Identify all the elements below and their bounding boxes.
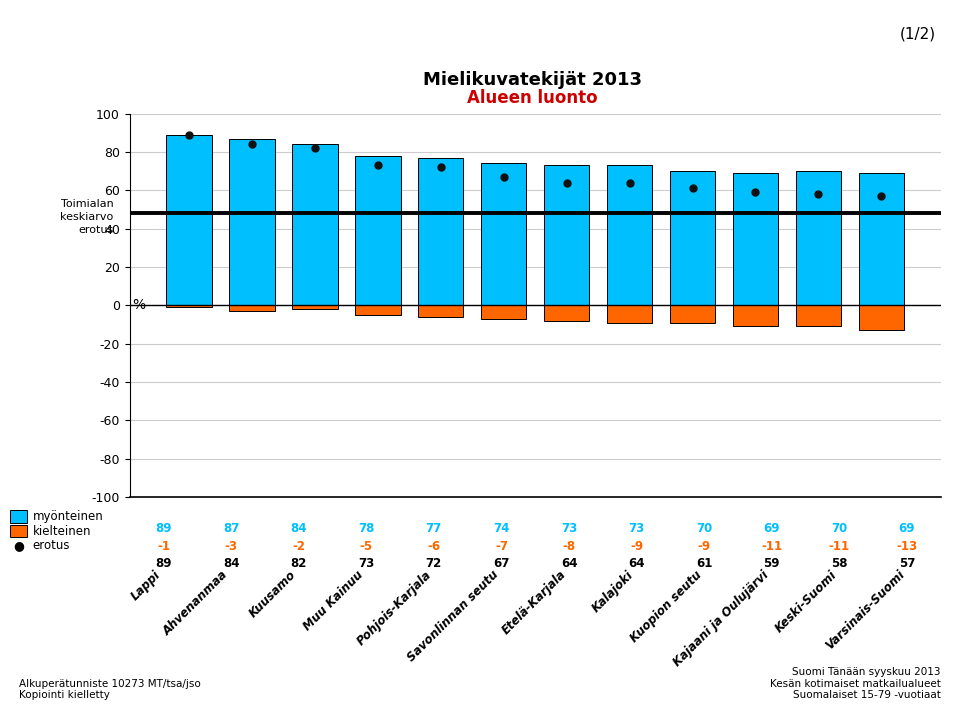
Bar xyxy=(355,305,400,315)
Text: Pohjois-Karjala: Pohjois-Karjala xyxy=(354,568,434,648)
Bar xyxy=(166,135,212,305)
Bar xyxy=(166,305,212,307)
Text: Kalajoki: Kalajoki xyxy=(590,568,636,615)
Text: 77: 77 xyxy=(425,522,442,535)
Text: 84: 84 xyxy=(223,557,239,570)
Text: -7: -7 xyxy=(495,540,508,552)
Text: Mielikuvatekijät 2013: Mielikuvatekijät 2013 xyxy=(423,70,642,89)
Text: -2: -2 xyxy=(292,540,305,552)
Text: Kuopion seutu: Kuopion seutu xyxy=(628,568,705,645)
Text: Toimialan: Toimialan xyxy=(60,200,113,209)
Text: erotus: erotus xyxy=(79,225,113,235)
Bar xyxy=(419,158,464,305)
Text: 89: 89 xyxy=(156,557,172,570)
Bar xyxy=(229,305,275,311)
Bar xyxy=(419,305,464,317)
Bar xyxy=(796,305,841,327)
Bar xyxy=(670,305,715,322)
Text: 70: 70 xyxy=(831,522,848,535)
Bar xyxy=(481,163,526,305)
Text: 64: 64 xyxy=(629,557,645,570)
Text: 73: 73 xyxy=(629,522,645,535)
Text: -11: -11 xyxy=(761,540,782,552)
Bar xyxy=(858,305,904,330)
Text: Alueen luonto: Alueen luonto xyxy=(468,89,598,107)
Text: 70: 70 xyxy=(696,522,712,535)
Text: Kopiointi kielletty: Kopiointi kielletty xyxy=(19,690,110,700)
Text: 67: 67 xyxy=(493,557,510,570)
Text: Kuusamo: Kuusamo xyxy=(247,568,299,620)
Text: -1: -1 xyxy=(156,540,170,552)
Text: 61: 61 xyxy=(696,557,712,570)
Bar xyxy=(670,171,715,305)
Text: Lappi: Lappi xyxy=(129,568,163,603)
Text: -13: -13 xyxy=(897,540,918,552)
Bar xyxy=(544,165,589,305)
Text: 69: 69 xyxy=(763,522,780,535)
Bar xyxy=(292,305,338,309)
Text: 58: 58 xyxy=(831,557,848,570)
Text: Kajaani ja Oulujärvi: Kajaani ja Oulujärvi xyxy=(671,568,772,669)
Text: 84: 84 xyxy=(290,522,307,535)
Text: -3: -3 xyxy=(225,540,237,552)
Text: 57: 57 xyxy=(899,557,915,570)
Text: Etelä-Karjala: Etelä-Karjala xyxy=(500,568,569,637)
Bar xyxy=(292,144,338,305)
Text: 82: 82 xyxy=(291,557,307,570)
Text: 73: 73 xyxy=(561,522,577,535)
Text: ●: ● xyxy=(12,539,24,552)
Text: 74: 74 xyxy=(493,522,510,535)
Text: Savonlinnan seutu: Savonlinnan seutu xyxy=(405,568,501,664)
Text: 59: 59 xyxy=(763,557,780,570)
Text: Suomi Tänään syyskuu 2013: Suomi Tänään syyskuu 2013 xyxy=(792,667,941,677)
Text: taloustutkimus oy: taloustutkimus oy xyxy=(39,20,239,38)
Text: 69: 69 xyxy=(899,522,915,535)
Bar xyxy=(544,305,589,321)
Text: Keski-Suomi: Keski-Suomi xyxy=(773,568,839,635)
Bar xyxy=(796,171,841,305)
Text: -9: -9 xyxy=(630,540,643,552)
Text: Varsinais-Suomi: Varsinais-Suomi xyxy=(823,568,907,652)
Text: 72: 72 xyxy=(425,557,442,570)
Bar xyxy=(607,165,652,305)
Text: -9: -9 xyxy=(698,540,710,552)
Text: 64: 64 xyxy=(561,557,577,570)
Text: Alkuperätunniste 10273 MT/tsa/jso: Alkuperätunniste 10273 MT/tsa/jso xyxy=(19,679,201,689)
Text: Kesän kotimaiset matkailualueet: Kesän kotimaiset matkailualueet xyxy=(770,679,941,689)
Text: -11: -11 xyxy=(828,540,850,552)
Text: kielteinen: kielteinen xyxy=(33,525,91,537)
Bar xyxy=(481,305,526,319)
Text: myönteinen: myönteinen xyxy=(33,510,104,523)
Bar xyxy=(858,173,904,305)
Text: Suomalaiset 15-79 -vuotiaat: Suomalaiset 15-79 -vuotiaat xyxy=(793,690,941,700)
Text: Ahvenanmaa: Ahvenanmaa xyxy=(161,568,231,638)
Bar xyxy=(607,305,652,322)
Bar xyxy=(732,305,779,327)
Text: (1/2): (1/2) xyxy=(900,27,936,42)
Text: Muu Kainuu: Muu Kainuu xyxy=(301,568,366,633)
Text: -6: -6 xyxy=(427,540,441,552)
Bar xyxy=(355,155,400,305)
Text: -5: -5 xyxy=(360,540,372,552)
Text: keskiarvo: keskiarvo xyxy=(60,212,113,222)
Text: 73: 73 xyxy=(358,557,374,570)
Text: 78: 78 xyxy=(358,522,374,535)
Text: -8: -8 xyxy=(563,540,576,552)
Text: 87: 87 xyxy=(223,522,239,535)
Text: %: % xyxy=(132,298,145,312)
Bar xyxy=(229,138,275,305)
Bar xyxy=(732,173,779,305)
Text: 89: 89 xyxy=(156,522,172,535)
Text: erotus: erotus xyxy=(33,539,70,552)
